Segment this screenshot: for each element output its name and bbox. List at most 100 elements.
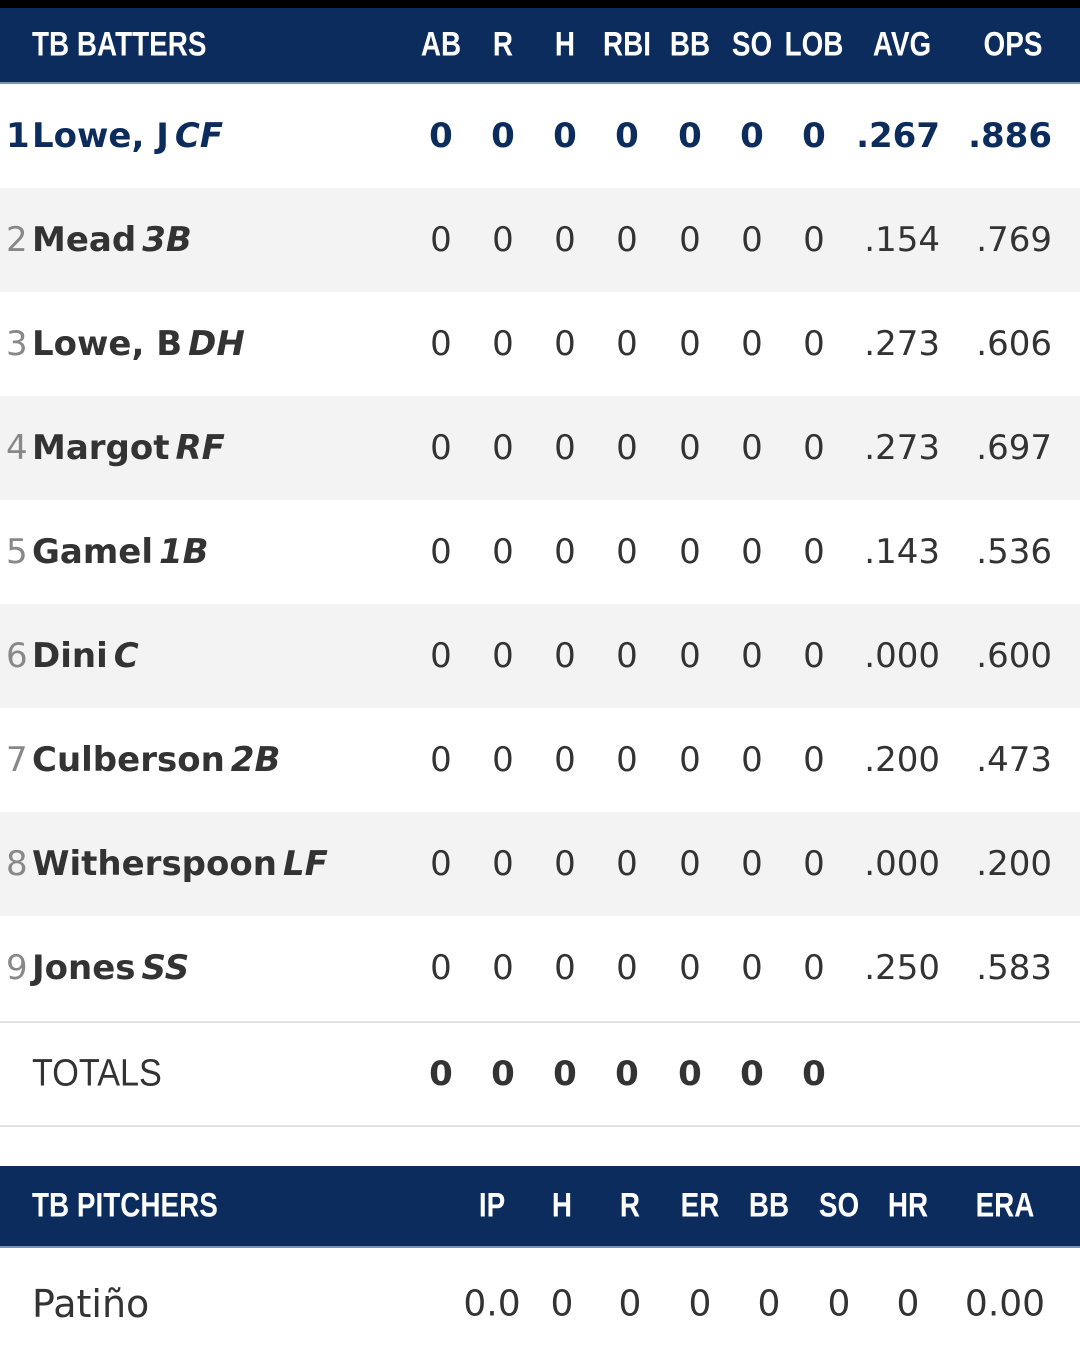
batter-row[interactable]: 2 Mead 3B 0 0 0 0 0 0 0.154.769 bbox=[0, 188, 1080, 292]
player-name[interactable]: Dini C bbox=[32, 636, 139, 676]
player-name-text[interactable]: Dini bbox=[32, 636, 108, 676]
column-header-so[interactable]: SO bbox=[731, 25, 773, 64]
player-name[interactable]: Culberson 2B bbox=[32, 740, 280, 780]
stat-h: 0 bbox=[553, 116, 577, 156]
batter-row[interactable]: 9 Jones SS 0 0 0 0 0 0 0.250.583 bbox=[0, 916, 1080, 1020]
player-position: 3B bbox=[142, 220, 192, 260]
stat-lob: 0 bbox=[802, 116, 826, 156]
player-name-text[interactable]: Jones bbox=[32, 948, 136, 988]
stat-bb: 0 bbox=[679, 844, 701, 884]
player-name-text[interactable]: Lowe, J bbox=[32, 116, 169, 156]
stat-ops: .200 bbox=[976, 844, 1052, 884]
player-name[interactable]: Mead 3B bbox=[32, 220, 192, 260]
column-header-bb[interactable]: BB bbox=[669, 25, 711, 64]
stat-r: 0 bbox=[618, 1283, 642, 1325]
player-position: SS bbox=[141, 948, 190, 988]
stat-so: 0 bbox=[741, 428, 763, 468]
column-header-er[interactable]: ER bbox=[680, 1186, 720, 1225]
pitcher-row[interactable]: Patiño 0.0 0 0 0 0 0 0 0.00 bbox=[0, 1250, 1080, 1354]
totals-row: TOTALS 0 0 0 0 0 0 0 bbox=[0, 1021, 1080, 1127]
column-header-hr[interactable]: HR bbox=[887, 1186, 929, 1225]
stat-bb: 0 bbox=[679, 532, 701, 572]
total-r: 0 bbox=[491, 1054, 515, 1094]
column-header-avg[interactable]: AVG bbox=[872, 25, 932, 64]
player-name-text[interactable]: Culberson bbox=[32, 740, 225, 780]
stat-h: 0 bbox=[554, 532, 576, 572]
stat-ops: .769 bbox=[976, 220, 1052, 260]
stat-so: 0 bbox=[741, 220, 763, 260]
pitcher-name[interactable]: Patiño bbox=[32, 1282, 150, 1327]
batter-row[interactable]: 3 Lowe, B DH 0 0 0 0 0 0 0.273.606 bbox=[0, 292, 1080, 396]
player-name[interactable]: Margot RF bbox=[32, 428, 225, 468]
column-header-ab[interactable]: AB bbox=[420, 25, 462, 64]
column-header-rbi[interactable]: RBI bbox=[602, 25, 652, 64]
player-name[interactable]: Jones SS bbox=[32, 948, 189, 988]
column-header-lob[interactable]: LOB bbox=[784, 25, 844, 64]
stat-bb: 0 bbox=[679, 740, 701, 780]
batter-row[interactable]: 6 Dini C 0 0 0 0 0 0 0.000.600 bbox=[0, 604, 1080, 708]
player-name[interactable]: Lowe, B DH bbox=[32, 324, 245, 364]
total-rbi: 0 bbox=[615, 1054, 639, 1094]
player-name-text[interactable]: Mead bbox=[32, 220, 137, 260]
total-ab: 0 bbox=[429, 1054, 453, 1094]
column-header-bb[interactable]: BB bbox=[748, 1186, 790, 1225]
batters-title: TB BATTERS bbox=[32, 25, 207, 64]
batter-row[interactable]: 8 Witherspoon LF 0 0 0 0 0 0 0.000.200 bbox=[0, 812, 1080, 916]
player-name-text[interactable]: Margot bbox=[32, 428, 170, 468]
stat-ab: 0 bbox=[430, 844, 452, 884]
column-header-r[interactable]: R bbox=[492, 25, 514, 64]
player-name[interactable]: Witherspoon LF bbox=[32, 844, 328, 884]
player-name[interactable]: Gamel 1B bbox=[32, 532, 209, 572]
stat-ab: 0 bbox=[430, 428, 452, 468]
player-name[interactable]: Lowe, J CF bbox=[32, 116, 223, 156]
stat-lob: 0 bbox=[803, 324, 825, 364]
stat-ops: .600 bbox=[976, 636, 1052, 676]
stat-lob: 0 bbox=[803, 220, 825, 260]
stat-avg: .000 bbox=[864, 636, 940, 676]
batters-header: TB BATTERS AB R H RBI BB SO LOB AVG OPS bbox=[0, 8, 1080, 84]
stat-h: 0 bbox=[554, 844, 576, 884]
stat-rbi: 0 bbox=[616, 636, 638, 676]
batting-order: 4 bbox=[6, 428, 28, 468]
stat-ab: 0 bbox=[430, 636, 452, 676]
batting-order: 7 bbox=[6, 740, 28, 780]
stat-h: 0 bbox=[554, 636, 576, 676]
column-header-so[interactable]: SO bbox=[818, 1186, 860, 1225]
stat-so: 0 bbox=[741, 844, 763, 884]
stat-ab: 0 bbox=[430, 740, 452, 780]
column-header-ip[interactable]: IP bbox=[478, 1186, 506, 1225]
stat-rbi: 0 bbox=[616, 428, 638, 468]
stat-ab: 0 bbox=[429, 116, 453, 156]
batting-order: 5 bbox=[6, 532, 28, 572]
stat-avg: .273 bbox=[864, 428, 940, 468]
stat-rbi: 0 bbox=[615, 116, 639, 156]
column-header-ops[interactable]: OPS bbox=[983, 25, 1043, 64]
total-h: 0 bbox=[553, 1054, 577, 1094]
player-name-text[interactable]: Lowe, B bbox=[32, 324, 183, 364]
player-name-text[interactable]: Gamel bbox=[32, 532, 153, 572]
batter-row[interactable]: 7 Culberson 2B 0 0 0 0 0 0 0.200.473 bbox=[0, 708, 1080, 812]
player-name-text[interactable]: Witherspoon bbox=[32, 844, 277, 884]
column-header-h[interactable]: H bbox=[554, 25, 576, 64]
column-header-h[interactable]: H bbox=[551, 1186, 573, 1225]
stat-rbi: 0 bbox=[616, 532, 638, 572]
batter-row[interactable]: 4 Margot RF 0 0 0 0 0 0 0.273.697 bbox=[0, 396, 1080, 500]
batting-order: 1 bbox=[6, 116, 30, 156]
stat-r: 0 bbox=[492, 636, 514, 676]
stat-bb: 0 bbox=[679, 220, 701, 260]
stat-bb: 0 bbox=[678, 116, 702, 156]
stat-bb: 0 bbox=[679, 428, 701, 468]
column-header-r[interactable]: R bbox=[619, 1186, 641, 1225]
total-bb: 0 bbox=[678, 1054, 702, 1094]
pitchers-header: TB PITCHERS IP H R ER BB SO HR ERA bbox=[0, 1166, 1080, 1248]
stat-lob: 0 bbox=[803, 740, 825, 780]
stat-so: 0 bbox=[740, 116, 764, 156]
stat-lob: 0 bbox=[803, 532, 825, 572]
batter-row[interactable]: 1 Lowe, J CF 0 0 0 0 0 0 0.267.886 bbox=[0, 84, 1080, 188]
stat-r: 0 bbox=[492, 324, 514, 364]
column-header-era[interactable]: ERA bbox=[975, 1186, 1035, 1225]
stat-bb: 0 bbox=[757, 1283, 781, 1325]
stat-rbi: 0 bbox=[616, 220, 638, 260]
batter-row[interactable]: 5 Gamel 1B 0 0 0 0 0 0 0.143.536 bbox=[0, 500, 1080, 604]
stat-avg: .154 bbox=[864, 220, 940, 260]
